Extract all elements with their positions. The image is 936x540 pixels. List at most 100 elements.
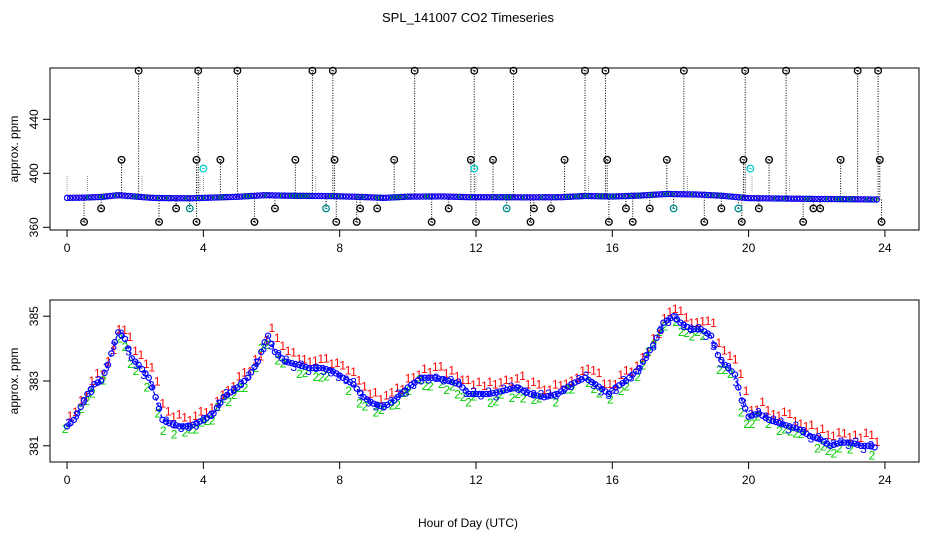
baseline-point-blue bbox=[717, 192, 724, 199]
series-2-point: 2 bbox=[836, 441, 843, 455]
series-1-point: 1 bbox=[503, 373, 510, 387]
series-3-circle bbox=[707, 332, 715, 339]
series-3-point: 3 bbox=[200, 413, 207, 427]
series-2-point: 2 bbox=[438, 377, 445, 391]
series-1-point: 1 bbox=[187, 414, 194, 428]
baseline-point-blue bbox=[293, 192, 301, 199]
top-y-tick-label: 360 bbox=[27, 217, 41, 237]
series-3-circle bbox=[513, 384, 521, 391]
series-2-point: 2 bbox=[509, 391, 516, 405]
series-2-point: 2 bbox=[318, 371, 325, 385]
series-3-circle bbox=[67, 419, 74, 427]
dip-point-teal bbox=[322, 204, 330, 213]
top-x-tick-label: 12 bbox=[469, 241, 483, 255]
series-3-point: 3 bbox=[740, 396, 747, 410]
baseline-point-blue bbox=[499, 194, 506, 201]
baseline-point-blue bbox=[591, 192, 598, 200]
dip-point bbox=[270, 204, 279, 213]
series-3-circle bbox=[861, 442, 868, 449]
series-1-point: 1 bbox=[203, 406, 210, 420]
series-1-point: 1 bbox=[525, 378, 532, 392]
dip-point-teal bbox=[502, 204, 511, 213]
series-1-point: 1 bbox=[274, 331, 281, 345]
spike-high-point-core bbox=[682, 69, 686, 72]
series-3-point: 3 bbox=[778, 415, 785, 429]
spike-high-point bbox=[134, 66, 143, 75]
baseline-point-blue bbox=[91, 193, 98, 201]
series-3-circle bbox=[871, 444, 878, 451]
baseline-point-blue bbox=[536, 194, 543, 201]
baseline-point-blue bbox=[618, 192, 626, 200]
dip-point-core bbox=[174, 207, 178, 210]
spike-low-point bbox=[700, 217, 709, 226]
top-panel: approx. ppm 0 4 8 12 16 20 24 360 400 440 bbox=[7, 66, 920, 255]
baseline-point-blue bbox=[692, 191, 699, 198]
baseline-point-blue bbox=[253, 192, 261, 199]
series-3-point: 3 bbox=[253, 356, 260, 370]
series-3-point: 3 bbox=[860, 442, 867, 456]
baseline-point-blue bbox=[128, 193, 135, 200]
series-2-point: 2 bbox=[427, 380, 434, 394]
spike-mid-point bbox=[216, 155, 225, 164]
series-3-circle bbox=[622, 377, 630, 385]
baseline-point-blue bbox=[658, 191, 666, 198]
series-1-point: 1 bbox=[121, 323, 128, 337]
series-3-circle bbox=[571, 379, 579, 386]
series-3-point: 3 bbox=[493, 389, 500, 403]
baseline-point-blue bbox=[355, 193, 362, 201]
dip-point-teal bbox=[669, 204, 678, 213]
spike-high-point bbox=[233, 66, 242, 75]
series-1-point: 1 bbox=[743, 384, 750, 398]
cyan-point-core bbox=[472, 167, 476, 170]
cyan-point-core bbox=[748, 167, 752, 170]
top-marks bbox=[63, 66, 886, 226]
series-1-point: 1 bbox=[836, 425, 843, 439]
series-3-circle bbox=[350, 381, 357, 388]
baseline-point-blue bbox=[769, 195, 776, 202]
series-1-point: 1 bbox=[776, 409, 783, 423]
series-2-point: 2 bbox=[182, 426, 189, 440]
baseline-point-blue bbox=[511, 194, 519, 201]
series-3-circle bbox=[179, 423, 187, 430]
baseline-point-blue bbox=[315, 192, 322, 200]
spike-mid-point bbox=[330, 155, 339, 164]
series-3-point: 3 bbox=[463, 386, 470, 400]
series-3-point: 3 bbox=[268, 338, 275, 352]
top-y-axis-label: approx. ppm bbox=[7, 116, 21, 183]
series-1-point: 1 bbox=[710, 316, 717, 330]
series-1-point: 1 bbox=[427, 366, 434, 380]
baseline-point-blue bbox=[484, 193, 491, 201]
series-3-point: 3 bbox=[148, 379, 155, 393]
series-2-point: 2 bbox=[618, 384, 625, 398]
spike-high-point-core bbox=[196, 69, 200, 72]
series-3-circle bbox=[673, 316, 681, 323]
series-3-point: 3 bbox=[328, 366, 335, 380]
spike-high-point-core bbox=[412, 69, 417, 72]
series-1-point: 1 bbox=[852, 428, 859, 442]
spike-mid-point-core bbox=[119, 158, 124, 161]
top-plot-frame bbox=[49, 67, 920, 231]
series-2-point: 2 bbox=[738, 406, 745, 420]
baseline-point-blue bbox=[551, 194, 558, 201]
series-3-circle bbox=[169, 421, 176, 428]
baseline-point-blue bbox=[456, 193, 463, 201]
series-3-point: 3 bbox=[313, 361, 320, 375]
dip-point bbox=[356, 204, 365, 213]
series-1-point: 1 bbox=[361, 380, 368, 394]
baseline-point-blue bbox=[468, 193, 476, 201]
baseline-point-blue bbox=[416, 193, 423, 200]
series-1-point: 1 bbox=[666, 305, 673, 319]
series-3-circle bbox=[827, 442, 834, 449]
top-axes: 0 4 8 12 16 20 24 360 400 440 bbox=[27, 109, 892, 255]
series-3-point: 3 bbox=[305, 364, 312, 378]
spike-low-point bbox=[250, 217, 259, 226]
series-2-point: 2 bbox=[781, 422, 788, 436]
series-2-point: 2 bbox=[242, 381, 249, 395]
baseline-point-blue bbox=[431, 193, 439, 200]
series-3-circle bbox=[653, 334, 660, 341]
series-2-point: 2 bbox=[378, 403, 385, 417]
baseline-point-blue bbox=[303, 192, 310, 200]
baseline-point-blue bbox=[198, 194, 206, 202]
series-3-point: 3 bbox=[215, 397, 222, 411]
spike-mid-point-core bbox=[767, 158, 771, 161]
